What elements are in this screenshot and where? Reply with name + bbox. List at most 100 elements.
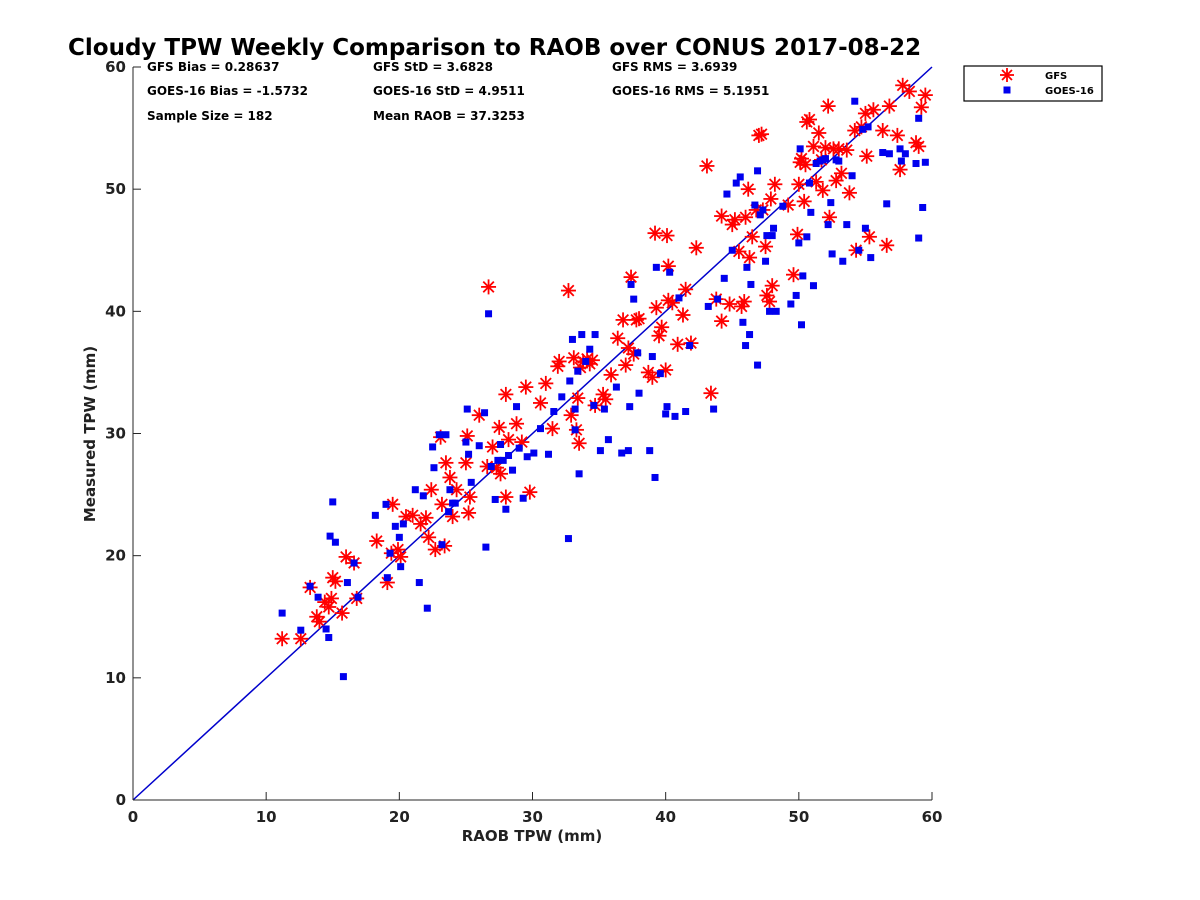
goes-16-point: [558, 393, 566, 401]
goes-16-point: [451, 499, 459, 507]
y-axis-ticks: 0 10 20 30 40 50 60: [105, 58, 141, 809]
goes-16-point: [662, 410, 670, 418]
gfs-point: [498, 489, 514, 505]
gfs-point: [434, 496, 450, 512]
goes-16-point: [586, 345, 594, 353]
goes-16-point: [505, 451, 513, 459]
goes-16-point: [919, 203, 927, 211]
goes-16-point: [770, 224, 778, 232]
goes-16-point: [442, 431, 450, 439]
goes-16-point: [326, 532, 334, 540]
goes-16-point: [630, 295, 638, 303]
goes-16-point: [430, 464, 438, 472]
gfs-point: [901, 83, 917, 99]
stat-goes-rms: GOES-16 RMS = 5.1951: [612, 84, 769, 98]
x-tick-label: 20: [389, 808, 410, 826]
gfs-point: [323, 590, 339, 606]
gfs-point: [442, 469, 458, 485]
legend-gfs-asterisk: [1000, 68, 1014, 82]
gfs-point: [293, 631, 309, 647]
goes-16-point: [824, 221, 832, 229]
goes-16-point: [475, 442, 483, 450]
gfs-point: [610, 330, 626, 346]
gfs-point: [763, 191, 779, 207]
goes-16-point: [386, 549, 394, 557]
goes-16-point: [859, 125, 867, 133]
gfs-point: [881, 98, 897, 114]
gfs-point: [327, 573, 343, 589]
goes-16-point: [596, 447, 604, 455]
gfs-point: [727, 212, 743, 228]
goes-16-point: [746, 331, 754, 339]
y-axis-label: Measured TPW (mm): [81, 346, 99, 522]
chart-title: Cloudy TPW Weekly Comparison to RAOB ove…: [68, 35, 921, 61]
gfs-point: [544, 421, 560, 437]
goes-16-point: [704, 302, 712, 310]
goes-16-point: [912, 160, 920, 168]
goes-16-point: [751, 201, 759, 209]
x-tick-label: 10: [256, 808, 277, 826]
goes-16-point: [438, 541, 446, 549]
goes-16-point: [915, 234, 923, 242]
goes-16-point: [371, 511, 379, 519]
axes: 0 10 20 30 40 50 60 0 10 20 30 40 50 60: [105, 58, 942, 826]
goes-16-point: [682, 408, 690, 416]
gfs-point: [647, 225, 663, 241]
stat-gfs-bias: GFS Bias = 0.28637: [147, 60, 279, 74]
gfs-point: [522, 484, 538, 500]
x-tick-label: 30: [522, 808, 543, 826]
gfs-point: [615, 312, 631, 328]
legend-goes-16-marker: [1003, 86, 1011, 94]
gfs-point: [820, 98, 836, 114]
gfs-point: [274, 631, 290, 647]
gfs-point: [644, 369, 660, 385]
goes-16-point: [728, 246, 736, 254]
goes-16-point: [382, 500, 390, 508]
series-gfs: [274, 77, 933, 647]
gfs-point: [791, 176, 807, 192]
goes-16-point: [763, 232, 771, 240]
gfs-point: [859, 148, 875, 164]
goes-16-point: [897, 157, 905, 165]
legend-goes-16-label: GOES-16: [1045, 86, 1094, 97]
gfs-point: [571, 435, 587, 451]
goes-16-point: [624, 447, 632, 455]
goes-16-point: [867, 254, 875, 262]
gfs-point: [493, 466, 509, 482]
goes-16-point: [754, 167, 762, 175]
goes-16-point: [509, 466, 517, 474]
stat-gfs-std: GFS StD = 3.6828: [373, 60, 493, 74]
goes-16-point: [497, 440, 505, 448]
gfs-point: [334, 605, 350, 621]
goes-16-point: [423, 604, 431, 612]
gfs-point: [498, 386, 514, 402]
gfs-point: [532, 395, 548, 411]
plot-area: [132, 66, 933, 801]
goes-16-point: [792, 291, 800, 299]
goes-16-point: [395, 533, 403, 541]
goes-16-point: [571, 426, 579, 434]
goes-16-point: [627, 280, 635, 288]
goes-16-point: [591, 331, 599, 339]
goes-16-point: [759, 206, 767, 214]
gfs-point: [865, 102, 881, 118]
gfs-point: [797, 157, 813, 173]
gfs-point: [461, 505, 477, 521]
goes-16-point: [651, 473, 659, 481]
goes-16-point: [494, 456, 502, 464]
x-tick-label: 50: [788, 808, 809, 826]
gfs-point: [744, 229, 760, 245]
gfs-point: [418, 510, 434, 526]
goes-16-point: [768, 232, 776, 240]
goes-16-point: [848, 172, 856, 180]
gfs-point: [831, 141, 847, 157]
goes-16-point: [523, 453, 531, 461]
stat-goes-bias: GOES-16 Bias = -1.5732: [147, 84, 308, 98]
goes-16-point: [864, 123, 872, 131]
goes-16-point: [921, 158, 929, 166]
goes-16-point: [714, 295, 722, 303]
gfs-point: [462, 489, 478, 505]
gfs-point: [751, 127, 767, 143]
goes-16-point: [797, 321, 805, 329]
